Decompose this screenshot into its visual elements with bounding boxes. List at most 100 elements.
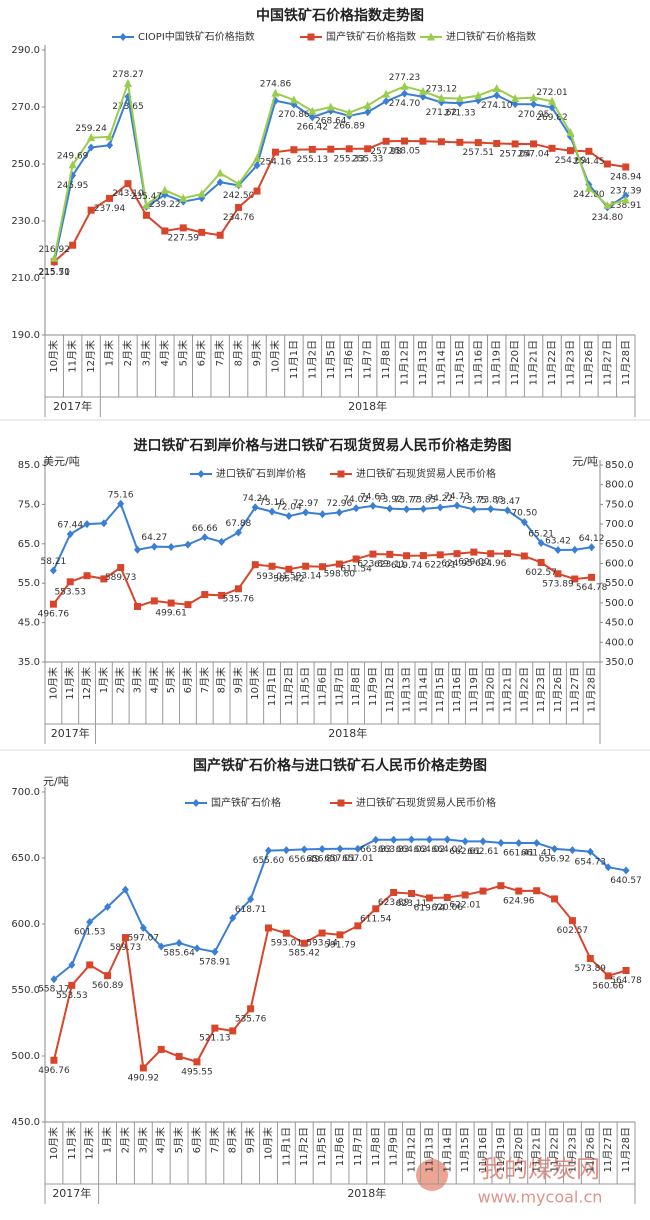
legend-label: 进口铁矿石现货贸易人民币价格 (356, 796, 496, 809)
watermark-name: 我的煤炭网 (480, 1155, 600, 1183)
marker (511, 140, 519, 148)
x-tick-label: 11月7日 (362, 340, 374, 379)
value-label: 274.86 (260, 80, 292, 90)
marker (229, 1027, 237, 1035)
marker (588, 573, 596, 581)
x-tick-label: 11月末 (66, 340, 79, 373)
marker (493, 91, 501, 100)
x-tick-label: 11月15日 (459, 1127, 471, 1172)
y-tick-label: 55.0 (18, 578, 40, 589)
value-label: 234.80 (592, 213, 624, 223)
x-tick-label: 10月末 (46, 667, 59, 700)
marker (251, 503, 259, 512)
marker (68, 160, 77, 169)
value-label: 66.66 (192, 524, 218, 534)
marker (87, 143, 95, 152)
value-label: 589.73 (110, 943, 142, 953)
marker (352, 504, 360, 513)
x-tick-label: 11月21日 (531, 1127, 543, 1172)
marker (121, 885, 129, 894)
y-tick-label: 35.0 (18, 657, 40, 668)
marker (603, 160, 611, 168)
marker (308, 106, 317, 115)
value-label: 521.13 (199, 1034, 231, 1044)
value-label: 227.59 (168, 233, 200, 243)
x-tick-label: 2月末 (118, 1127, 131, 1153)
marker (571, 545, 579, 554)
value-label: 277.23 (389, 73, 421, 83)
x-tick-label: 11月26日 (552, 667, 564, 712)
marker (551, 844, 559, 853)
marker (289, 95, 298, 104)
marker (268, 562, 276, 570)
x-tick-label: 11月8日 (370, 1127, 382, 1166)
value-label: 618.71 (235, 905, 267, 915)
x-tick-label: 11月13日 (401, 667, 413, 712)
marker (603, 200, 612, 209)
legend-label: 国产铁矿石价格 (211, 796, 281, 809)
marker (461, 837, 469, 846)
marker (271, 148, 279, 156)
value-label: 598.60 (324, 570, 356, 580)
marker (300, 939, 308, 947)
value-label: 623.11 (396, 899, 428, 909)
group-label: 2018年 (347, 1186, 386, 1200)
marker (139, 923, 147, 932)
marker (621, 195, 630, 204)
marker (474, 139, 482, 147)
marker (234, 179, 243, 188)
x-tick-label: 7月末 (208, 1127, 221, 1153)
legend-label: 进口铁矿石价格指数 (446, 30, 536, 43)
group-label: 2018年 (328, 726, 367, 740)
y-tick-label: 650.0 (11, 853, 40, 864)
chart: 450.0 500.0 550.0 600.0 650.0 700.0元/吨 10月末 11月… (11, 757, 642, 1204)
marker (504, 550, 511, 558)
x-tick-label: 11月末 (63, 667, 76, 700)
x-tick-label: 5月末 (176, 340, 189, 366)
marker (335, 508, 343, 517)
group-label: 2017年 (52, 1186, 91, 1200)
y2-unit: 元/吨 (572, 455, 598, 468)
marker (425, 894, 433, 902)
marker (492, 83, 501, 92)
value-label: 72.04 (276, 503, 302, 513)
marker (571, 575, 579, 583)
y2-tick-label: 350.0 (605, 657, 634, 668)
x-tick-label: 6月末 (195, 340, 208, 366)
value-label: 257.04 (499, 149, 531, 159)
value-label: 499.61 (155, 609, 187, 619)
value-label: 257.98 (370, 147, 402, 157)
x-tick-label: 11月22日 (546, 340, 558, 385)
value-label: 664.02 (432, 845, 464, 855)
marker (318, 845, 326, 854)
marker (529, 93, 538, 102)
marker (68, 981, 76, 989)
value-label: 271.33 (444, 109, 476, 119)
marker (123, 78, 132, 87)
marker (588, 543, 596, 552)
value-label: 257.04 (518, 149, 550, 159)
marker (247, 895, 255, 904)
marker (352, 555, 360, 563)
marker (104, 972, 112, 980)
chart: 190.0 210.0 230.0 250.0 270.0 290.0 10月末 11月末 12… (11, 7, 642, 417)
marker (247, 1005, 255, 1013)
x-tick-label: 4月末 (158, 340, 171, 366)
marker (150, 542, 158, 551)
y2-tick-label: 750.0 (605, 499, 634, 510)
marker (336, 844, 344, 853)
marker (235, 203, 243, 211)
value-label: 254.45 (573, 157, 605, 167)
value-label: 255.33 (352, 154, 384, 164)
marker (253, 153, 262, 162)
marker (157, 942, 165, 951)
value-label: 242.80 (573, 190, 605, 200)
value-label: 564.78 (610, 976, 642, 986)
value-label: 593.14 (290, 572, 322, 582)
marker (117, 564, 125, 572)
marker (302, 508, 310, 517)
marker (142, 211, 150, 219)
marker (124, 180, 132, 188)
y-tick-label: 230.0 (11, 216, 40, 227)
